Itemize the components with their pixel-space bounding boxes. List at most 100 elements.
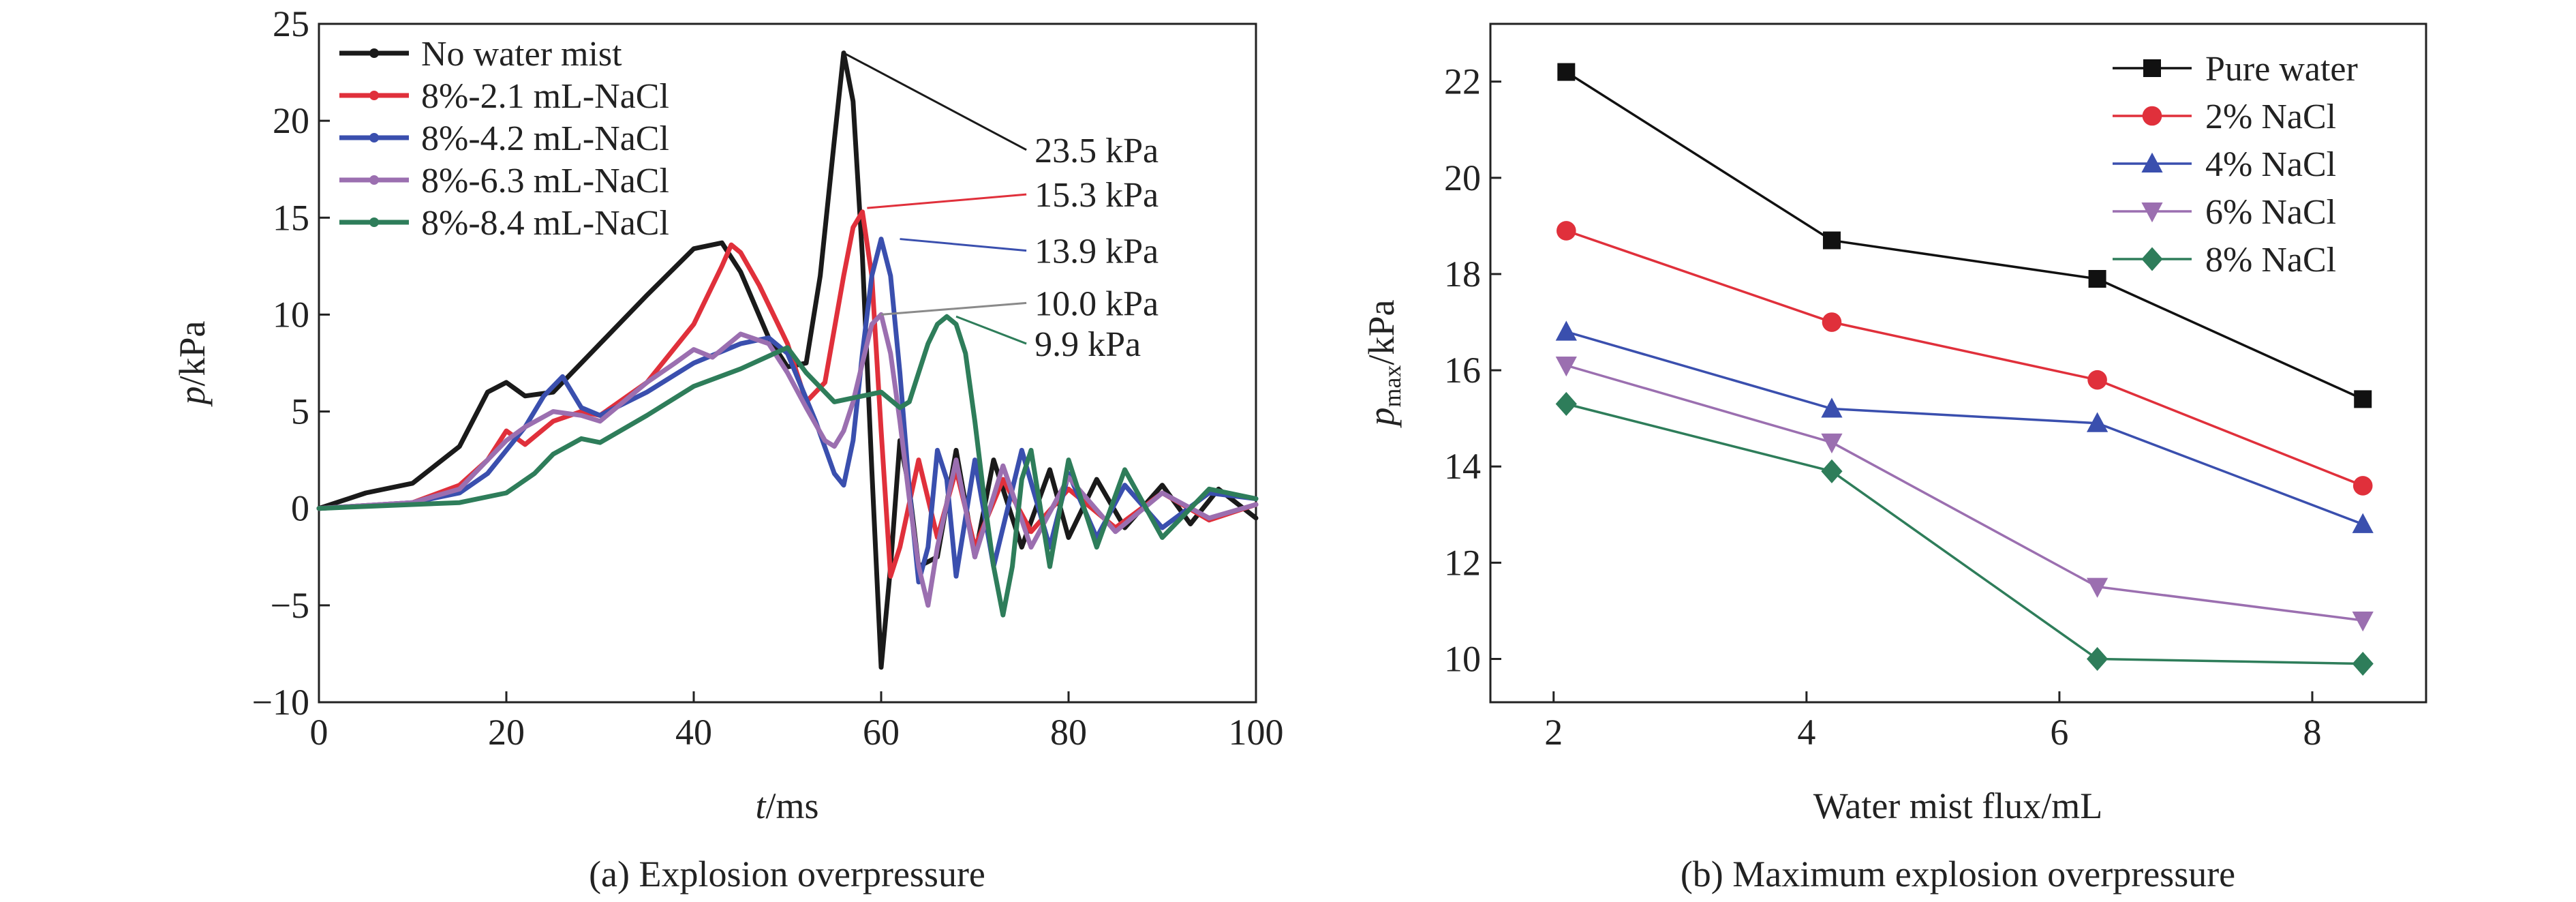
panel-a-x-axis-unit: /ms bbox=[765, 785, 818, 826]
panel-b-series-2-nacl-point bbox=[1557, 221, 1576, 241]
panel-a-annotation-9-9-kpa-label: 9.9 kPa bbox=[1034, 325, 1141, 364]
panel-a-x-tick-label: 60 bbox=[863, 712, 900, 753]
panel-a-annotation-15-3-kpa-leader bbox=[867, 193, 1027, 209]
panel-b-legend-8-nacl-marker bbox=[2141, 247, 2163, 271]
panel-a-legend-8-8-4-ml-nacl-marker bbox=[369, 217, 379, 227]
panel-a-legend-8-4-2-ml-nacl-marker bbox=[369, 133, 379, 142]
panel-b-series-8-nacl-point bbox=[1821, 459, 1843, 483]
panel-b-series-8-nacl-point bbox=[2086, 646, 2109, 672]
panel-b-series-6-nacl-point bbox=[2086, 577, 2109, 598]
panel-b-series-2-nacl-point bbox=[2352, 476, 2373, 496]
panel-b-series-pure-water-point bbox=[2354, 390, 2372, 408]
panel-b-legend-2-nacl-marker bbox=[2142, 106, 2162, 126]
panel-a-x-axis-var: t bbox=[755, 785, 767, 826]
panel-b-series-4-nacl-point bbox=[2352, 513, 2374, 533]
panel-b-x-tick-labels: 2 4 6 8 bbox=[1544, 712, 2321, 753]
panel-b-series-4-nacl-point bbox=[1555, 320, 1577, 341]
panel-a-legend-8-6-3-ml-nacl-marker bbox=[369, 175, 379, 185]
panel-b-y-axis-unit: /kPa bbox=[1361, 299, 1402, 365]
panel-b-series-2-nacl-line bbox=[1565, 229, 2363, 487]
panel-a-y-tick-label: −5 bbox=[271, 585, 309, 626]
panel-a-y-tick-label: 10 bbox=[273, 294, 309, 335]
panel-b-ticks bbox=[1490, 80, 2314, 702]
panel-b-y-tick-label: 12 bbox=[1444, 542, 1481, 583]
panel-a-annotation-10-0-kpa-label: 10.0 kPa bbox=[1034, 284, 1159, 323]
panel-a-annotation-10-0-kpa-leader bbox=[880, 301, 1027, 316]
panel-a-y-axis-label: p/kPa bbox=[172, 320, 213, 407]
panel-b-series-8-nacl-point bbox=[2352, 651, 2374, 676]
panel-a-series-8-4-2-ml-nacl-line bbox=[316, 237, 1259, 585]
panel-b-x-tick-label: 4 bbox=[1797, 712, 1815, 753]
panel-b-legend-8-nacl-label: 8% NaCl bbox=[2205, 241, 2336, 280]
panel-a-y-axis-unit: /kPa bbox=[172, 320, 213, 386]
panel-a-series-8-8-4-ml-nacl-line bbox=[316, 314, 1259, 618]
panel-b-x-tick-label: 8 bbox=[2303, 712, 2322, 753]
panel-a-y-axis-var: p bbox=[172, 387, 213, 408]
panel-b-caption: (b) Maximum explosion overpressure bbox=[1681, 854, 2235, 895]
panel-b-legend-pure-water-marker bbox=[2143, 59, 2161, 77]
panel-b-series-pure-water-point bbox=[1557, 63, 1576, 81]
panel-b-series-6-nacl-point bbox=[1821, 433, 1843, 454]
panel-a-x-tick-labels: 0 20 40 60 80 100 bbox=[310, 712, 1284, 753]
panel-b-series-8-nacl-line bbox=[1565, 402, 2363, 665]
panel-a-x-tick-label: 0 bbox=[310, 712, 328, 753]
panel-b-series-pure-water-line bbox=[1565, 71, 2363, 400]
panel-b-maximum-explosion-overpressure: 2 4 6 8 10 12 14 16 18 20 22 Water mist flux/mL p… bbox=[1361, 22, 2427, 895]
panel-b-series-6-nacl-point bbox=[2352, 612, 2374, 632]
panel-b-series-8-nacl-point bbox=[1555, 391, 1577, 417]
panel-b-y-axis-var: p bbox=[1361, 408, 1402, 429]
panel-b-series-2-nacl-point bbox=[2087, 370, 2107, 390]
panel-b-legend-2-nacl-label: 2% NaCl bbox=[2205, 97, 2336, 136]
panel-b-legend-6-nacl-marker bbox=[2141, 202, 2163, 223]
panel-a-plot-frame bbox=[318, 22, 1257, 704]
panel-b-y-tick-labels: 10 12 14 16 18 20 22 bbox=[1444, 61, 1481, 680]
panel-b-series-pure-water-point bbox=[1822, 231, 1841, 250]
panel-a-annotation-13-9-kpa-label: 13.9 kPa bbox=[1034, 232, 1159, 271]
panel-a-annotation-15-3-kpa-label: 15.3 kPa bbox=[1034, 176, 1159, 215]
panel-b-y-tick-label: 16 bbox=[1444, 350, 1481, 391]
panel-b-x-tick-label: 2 bbox=[1544, 712, 1563, 753]
panel-b-series-lines bbox=[1555, 63, 2374, 676]
panel-b-series-6-nacl-line bbox=[1565, 364, 2363, 622]
panel-a-legend-no-water-mist-marker bbox=[369, 48, 379, 58]
panel-a-legend-8-4-2-ml-nacl-label: 8%-4.2 mL-NaCl bbox=[421, 119, 669, 158]
panel-a-series-8-6-3-ml-nacl-line bbox=[316, 312, 1259, 608]
panel-b-legend-pure-water-label: Pure water bbox=[2205, 50, 2358, 89]
panel-a-y-tick-label: −10 bbox=[252, 682, 309, 723]
panel-a-y-tick-label: 5 bbox=[291, 391, 309, 432]
panel-b-y-tick-label: 10 bbox=[1444, 638, 1481, 679]
panel-b-series-4-nacl-point bbox=[1821, 397, 1843, 418]
panel-a-annotation-13-9-kpa-leader bbox=[900, 238, 1027, 252]
panel-a-y-tick-label: 0 bbox=[291, 488, 309, 529]
panel-b-x-axis-label: Water mist flux/mL bbox=[1813, 785, 2103, 826]
panel-b-legend-4-nacl-marker bbox=[2141, 152, 2163, 172]
panel-a-annotation-23-5-kpa-label: 23.5 kPa bbox=[1034, 132, 1159, 170]
panel-a-y-tick-label: 25 bbox=[273, 3, 309, 44]
panel-a-annotation-9-9-kpa-leader bbox=[955, 315, 1027, 345]
panel-b-y-tick-label: 18 bbox=[1444, 254, 1481, 295]
panel-b-series-2-nacl-point bbox=[1822, 312, 1842, 332]
panel-b-x-tick-label: 6 bbox=[2050, 712, 2068, 753]
panel-b-series-4-nacl-point bbox=[2086, 412, 2109, 432]
panel-b-legend-4-nacl-label: 4% NaCl bbox=[2205, 145, 2336, 184]
panel-a-legend-8-8-4-ml-nacl-label: 8%-8.4 mL-NaCl bbox=[421, 204, 669, 243]
panel-a-caption: (a) Explosion overpressure bbox=[589, 854, 985, 895]
panel-b-series-pure-water-point bbox=[2088, 270, 2106, 288]
panel-b-legend: Pure water 2% NaCl 4% NaCl 6% NaCl 8% NaCl bbox=[2113, 50, 2358, 280]
panel-a-x-tick-label: 100 bbox=[1229, 712, 1284, 753]
panel-b-y-tick-label: 20 bbox=[1444, 157, 1481, 198]
panel-a-y-tick-label: 15 bbox=[273, 197, 309, 238]
panel-b-y-tick-label: 14 bbox=[1444, 446, 1481, 487]
panel-b-series-4-nacl-line bbox=[1565, 330, 2363, 526]
panel-a-annotation-23-5-kpa-leader bbox=[843, 52, 1027, 151]
panel-a-series-lines bbox=[316, 50, 1259, 670]
panel-b-legend-6-nacl-label: 6% NaCl bbox=[2205, 193, 2336, 232]
panel-b-y-axis-subscript: max bbox=[1379, 365, 1406, 408]
panel-b-y-axis-label: pmax/kPa bbox=[1361, 299, 1406, 428]
panel-a-legend-8-2-1-ml-nacl-label: 8%-2.1 mL-NaCl bbox=[421, 77, 669, 116]
panel-a-x-tick-label: 80 bbox=[1050, 712, 1087, 753]
panel-a-legend-no-water-mist-label: No water mist bbox=[421, 35, 622, 74]
